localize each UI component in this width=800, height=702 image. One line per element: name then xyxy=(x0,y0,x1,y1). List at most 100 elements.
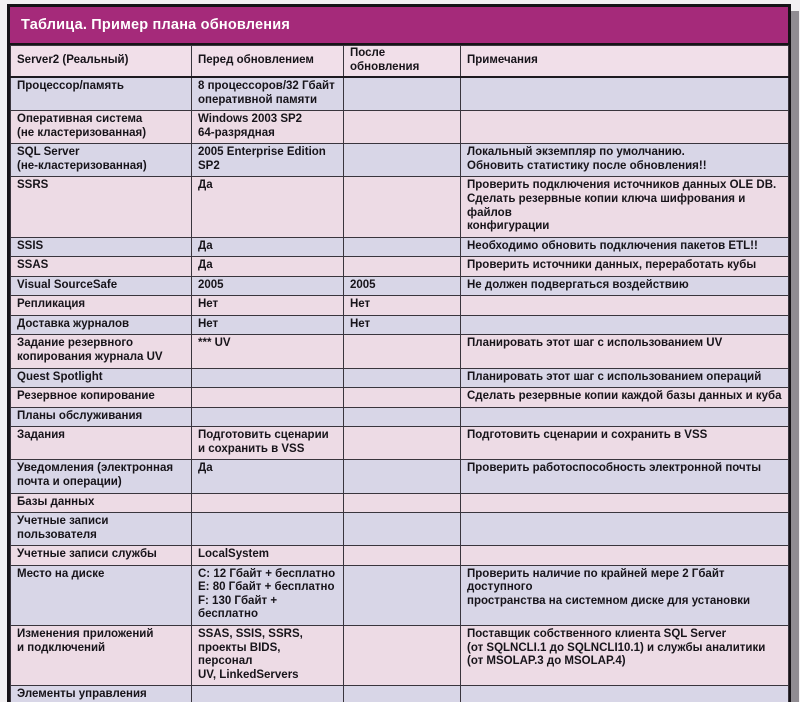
table-cell: Репликация xyxy=(10,295,192,316)
table-cell: Нет xyxy=(191,314,344,336)
table-row: Резервное копирование Сделать резервные к… xyxy=(10,387,789,408)
table-cell xyxy=(191,512,344,547)
table-cell xyxy=(343,406,461,428)
table-cell xyxy=(343,564,461,627)
table-cell: Учетные записи пользователя xyxy=(10,512,192,547)
table-cell: Не должен подвергаться воздействию xyxy=(460,275,789,297)
table-row: Изменения приложений и подключений SSAS, … xyxy=(10,624,789,687)
table-cell xyxy=(343,624,461,687)
table-cell: Уведомления (электронная почта и операци… xyxy=(10,459,192,494)
table-row: SSIS Да Необходимо обновить подключения па… xyxy=(10,236,789,258)
table-cell: Да xyxy=(191,236,344,258)
table-cell: Элементы управления сторонних поставщико… xyxy=(10,685,192,702)
table-cell: *** UV xyxy=(191,334,344,369)
table-cell: Планы обслуживания xyxy=(10,406,192,428)
header-row: Server2 (Реальный) Перед обновлением Пос… xyxy=(10,45,789,78)
table-cell: Проверить наличие по крайней мере 2 Гбай… xyxy=(460,564,789,627)
table-cell: Да xyxy=(191,256,344,277)
table-cell: Резервное копирование xyxy=(10,387,192,408)
upgrade-plan-table-card: Таблица. Пример плана обновления Server2… xyxy=(7,4,791,702)
table-cell: Подготовить сценарии и сохранить в VSS xyxy=(191,426,344,461)
table-cell xyxy=(191,406,344,428)
table-cell: Процессор/память xyxy=(10,76,192,112)
col-header-server: Server2 (Реальный) xyxy=(10,45,192,78)
table-cell: Планировать этот шаг с использованием оп… xyxy=(460,367,789,389)
table-cell: Подготовить сценарии и сохранить в VSS xyxy=(460,426,789,461)
table-cell xyxy=(191,492,344,514)
table-cell xyxy=(343,685,461,702)
table-row: Visual SourceSafe 2005 2005 Не должен подве… xyxy=(10,275,789,297)
table-cell xyxy=(343,459,461,494)
table-title-bar: Таблица. Пример плана обновления xyxy=(10,7,788,45)
table-cell: Планировать этот шаг с использованием UV xyxy=(460,334,789,369)
table-row: SSAS Да Проверить источники данных, перера… xyxy=(10,256,789,277)
table-cell: Изменения приложений и подключений xyxy=(10,624,192,687)
col-header-notes: Примечания xyxy=(460,45,789,78)
table-cell xyxy=(460,295,789,316)
table-cell xyxy=(343,143,461,178)
table-cell: Базы данных xyxy=(10,492,192,514)
table-cell: SSRS xyxy=(10,176,192,238)
table-cell: Необходимо обновить подключения пакетов … xyxy=(460,236,789,258)
table-cell xyxy=(460,545,789,566)
table-row: SQL Server (не-кластеризованная) 2005 Ent… xyxy=(10,143,789,178)
table-cell: Нет xyxy=(343,295,461,316)
table-cell xyxy=(343,387,461,408)
table-cell: Проверить работоспособность электронной … xyxy=(460,459,789,494)
table-cell xyxy=(460,76,789,112)
col-header-after-upgrade: После обновления xyxy=(343,45,461,78)
table-row: Базы данных xyxy=(10,492,789,514)
table-row: Задания Подготовить сценарии и сохранить … xyxy=(10,426,789,461)
table-cell xyxy=(343,545,461,566)
table-cell: Да xyxy=(191,176,344,238)
table-row: Место на диске C: 12 Гбайт + бесплатно E:… xyxy=(10,564,789,627)
table-cell: Сделать резервные копии каждой базы данн… xyxy=(460,387,789,408)
table-row: Уведомления (электронная почта и операци… xyxy=(10,459,789,494)
table-cell: Да xyxy=(191,459,344,494)
table-cell: Нет xyxy=(343,314,461,336)
table-cell xyxy=(460,685,789,702)
table-row: Задание резервного копирования журнала U… xyxy=(10,334,789,369)
table-cell: SSIS xyxy=(10,236,192,258)
table-cell: Windows 2003 SP2 64-разрядная xyxy=(191,110,344,145)
table-cell: Локальный экземпляр по умолчанию. Обнови… xyxy=(460,143,789,178)
table-cell: SSAS xyxy=(10,256,192,277)
table-cell xyxy=(343,256,461,277)
table-cell: Проверить источники данных, переработать… xyxy=(460,256,789,277)
table-cell: SSAS, SSIS, SSRS, проекты BIDS, персонал… xyxy=(191,624,344,687)
table-cell xyxy=(343,176,461,238)
table-cell xyxy=(460,406,789,428)
table-cell xyxy=(191,685,344,702)
table-cell xyxy=(460,314,789,336)
table-cell xyxy=(460,492,789,514)
table-cell: 2005 xyxy=(191,275,344,297)
table-cell xyxy=(191,387,344,408)
table-cell xyxy=(343,334,461,369)
table-cell: Учетные записи службы xyxy=(10,545,192,566)
table-cell xyxy=(460,512,789,547)
table-cell: Visual SourceSafe xyxy=(10,275,192,297)
table-cell xyxy=(343,236,461,258)
table-cell xyxy=(343,367,461,389)
table-row: Доставка журналов Нет Нет xyxy=(10,314,789,336)
table-body: Процессор/память 8 процессоров/32 Гбайт о… xyxy=(10,76,789,702)
table-title: Таблица. Пример плана обновления xyxy=(21,17,291,33)
table-cell xyxy=(343,110,461,145)
table-cell: Поставщик собственного клиента SQL Serve… xyxy=(460,624,789,687)
table-cell xyxy=(343,76,461,112)
table-row: Учетные записи пользователя xyxy=(10,512,789,547)
table-row: Репликация Нет Нет xyxy=(10,295,789,316)
table-row: SSRS Да Проверить подключения источников д… xyxy=(10,176,789,238)
table-row: Элементы управления сторонних поставщико… xyxy=(10,685,789,702)
table-cell: Доставка журналов xyxy=(10,314,192,336)
table-cell: Quest Spotlight xyxy=(10,367,192,389)
table-cell: 2005 xyxy=(343,275,461,297)
table-cell: 8 процессоров/32 Гбайт оперативной памят… xyxy=(191,76,344,112)
table-cell: Проверить подключения источников данных … xyxy=(460,176,789,238)
table-row: Планы обслуживания xyxy=(10,406,789,428)
table-cell: Задания xyxy=(10,426,192,461)
table-row: Учетные записи службы LocalSystem xyxy=(10,545,789,566)
col-header-before-upgrade: Перед обновлением xyxy=(191,45,344,78)
table-cell xyxy=(191,367,344,389)
